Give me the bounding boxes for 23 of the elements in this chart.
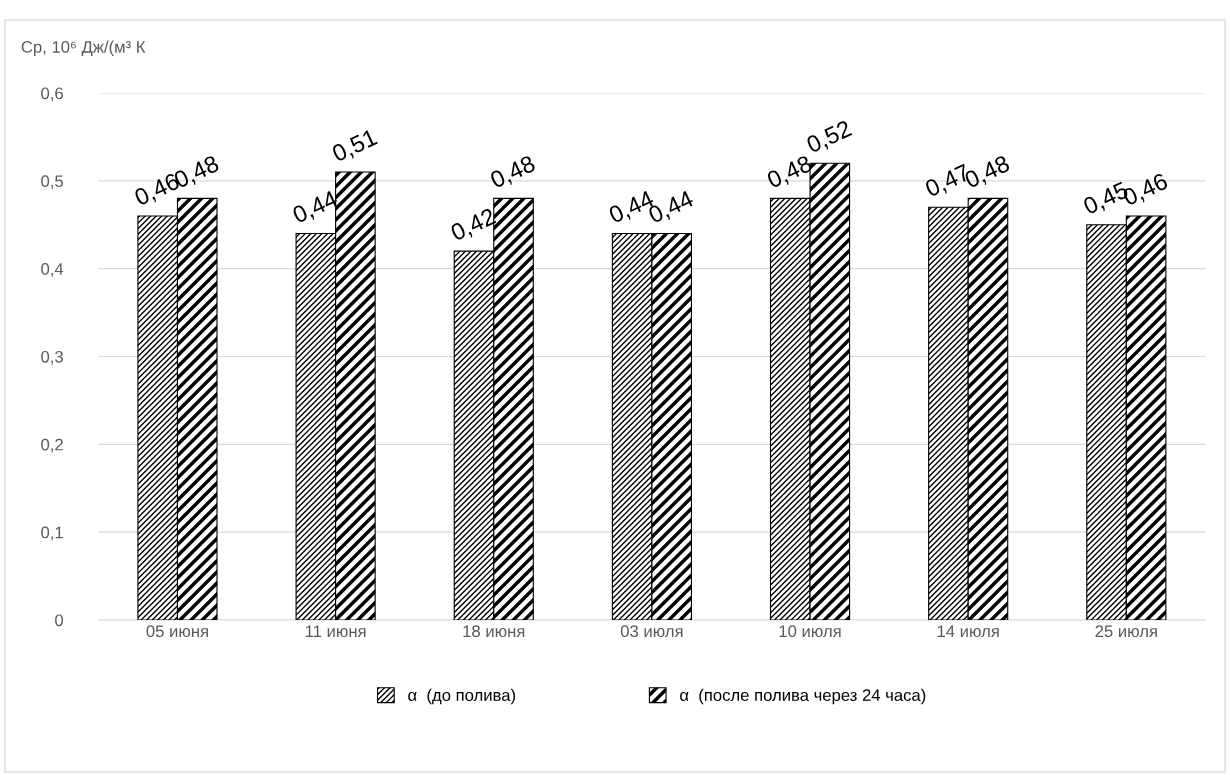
y-tick-label: 0,6: [41, 87, 63, 102]
x-tick-label: 11 июня: [305, 625, 366, 638]
data-label: 0,48: [489, 154, 538, 192]
y-tick-label: 0,4: [41, 263, 64, 277]
x-tick-label: 10 июля: [779, 625, 841, 638]
y-tick-label: 0,2: [41, 438, 63, 453]
x-tick-label: 14 июля: [937, 625, 999, 638]
data-label: 0,52: [805, 119, 854, 156]
legend-label: α (после полива через 24 часа): [680, 688, 926, 705]
y-tick-label: 0,3: [41, 350, 63, 365]
x-tick-label: 25 июля: [1095, 625, 1157, 638]
y-axis-title: Cp, 10⁶ Дж/(м³ К: [21, 40, 146, 57]
data-label: 0,48: [765, 154, 815, 192]
data-label: 0,51: [331, 128, 380, 165]
legend-label: α (до полива): [408, 688, 516, 705]
x-tick-label: 18 июня: [463, 625, 525, 638]
y-tick-label: 0,5: [41, 175, 63, 190]
y-tick-label: 0,1: [41, 526, 63, 541]
data-label: 0,42: [449, 207, 498, 244]
y-tick-label: 0: [55, 614, 64, 627]
x-tick-label: 03 июля: [620, 625, 683, 638]
x-tick-label: 05 июня: [146, 625, 208, 638]
data-label: 0,44: [291, 189, 340, 227]
